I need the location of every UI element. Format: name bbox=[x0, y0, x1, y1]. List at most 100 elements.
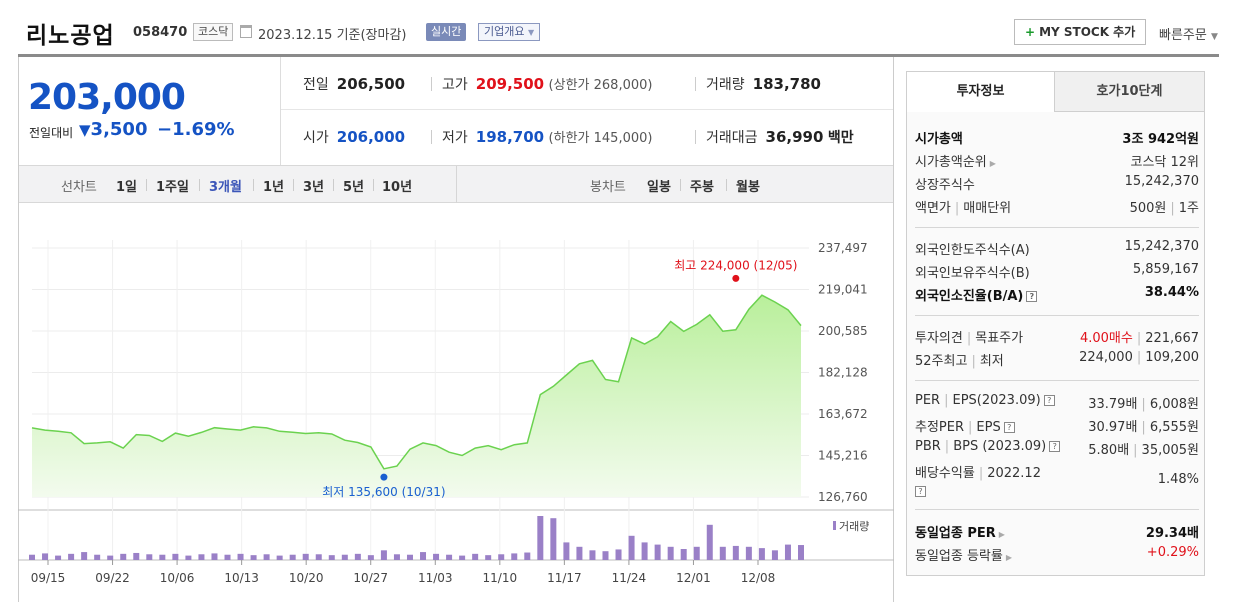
row-industry-change[interactable]: 동일업종 등락률 ▶ +0.29% bbox=[915, 543, 1199, 565]
volume-bar bbox=[133, 552, 140, 560]
line-chart-label: 선차트 bbox=[61, 180, 97, 195]
row-cap-rank[interactable]: 시가총액순위 ▶ 코스닥 12위 bbox=[915, 149, 1199, 171]
industry-per-value: 29.34배 bbox=[1145, 526, 1199, 541]
w52-low-value: 109,200 bbox=[1145, 350, 1199, 365]
tab-order-book[interactable]: 호가10단계 bbox=[1055, 72, 1204, 112]
volume-bar bbox=[406, 554, 413, 560]
candle-daily-tab[interactable]: 일봉 bbox=[647, 180, 671, 195]
candle-monthly-tab[interactable]: 월봉 bbox=[736, 180, 760, 195]
volume-bar bbox=[276, 555, 283, 560]
volume-bar bbox=[224, 554, 231, 560]
volume-bar bbox=[511, 553, 518, 560]
caret-right-icon: ▶ bbox=[989, 159, 996, 168]
cap-rank-value: 코스닥 12위 bbox=[1130, 155, 1199, 170]
industry-per-key: 동일업종 PER ▶ bbox=[915, 522, 1005, 541]
volume-bar bbox=[798, 545, 804, 560]
par-value: 500원 bbox=[1129, 201, 1167, 216]
stat-separator bbox=[431, 77, 432, 91]
period-separator bbox=[373, 179, 374, 191]
industry-change-value-cell: +0.29% bbox=[1147, 545, 1199, 560]
w52-value-cell: 224,000 | 109,200 bbox=[1079, 350, 1199, 365]
period-3y-tab[interactable]: 3년 bbox=[303, 180, 325, 195]
period-separator bbox=[146, 179, 147, 191]
volume-bar bbox=[459, 555, 466, 560]
stat-amount-value: 36,990 bbox=[765, 128, 824, 146]
row-est-per: 추정PER | EPS? 30.97배 | 6,555원 bbox=[915, 414, 1199, 436]
help-icon[interactable]: ? bbox=[1043, 395, 1055, 406]
volume-bar bbox=[55, 555, 62, 560]
tab-investment-info[interactable]: 투자정보 bbox=[907, 72, 1055, 112]
foreign-hold-value: 5,859,167 bbox=[1132, 262, 1199, 277]
help-icon[interactable]: ? bbox=[1003, 422, 1015, 433]
period-1y-tab[interactable]: 1년 bbox=[263, 180, 285, 195]
volume-bar bbox=[354, 553, 361, 560]
help-icon[interactable]: ? bbox=[1049, 441, 1061, 452]
realtime-button[interactable]: 실시간 bbox=[426, 23, 467, 41]
down-triangle-icon: ▼ bbox=[79, 121, 91, 139]
price-area-fill bbox=[32, 295, 801, 497]
est-per-value: 30.97배 bbox=[1088, 420, 1138, 435]
est-per-label: 추정PER bbox=[915, 420, 965, 435]
add-mystock-button[interactable]: + MY STOCK 추가 bbox=[1014, 19, 1147, 45]
y-tick-label: 126,760 bbox=[818, 490, 868, 504]
industry-change-value: +0.29% bbox=[1146, 545, 1199, 560]
period-10y-tab[interactable]: 10년 bbox=[382, 180, 413, 195]
dividend-label: 배당수익률 bbox=[915, 466, 975, 481]
volume-bar bbox=[784, 544, 791, 560]
dividend-period: 2022.12 bbox=[987, 466, 1041, 481]
high-annotation: 최고 224,000 (12/05) bbox=[674, 258, 797, 272]
company-info-dropdown[interactable]: 기업개요 ▼ bbox=[478, 23, 541, 41]
separator: | bbox=[954, 201, 960, 216]
volume-bar bbox=[81, 552, 88, 560]
volume-bar bbox=[537, 516, 544, 560]
x-tick-label: 09/22 bbox=[95, 571, 130, 585]
volume-bar bbox=[641, 542, 648, 560]
caret-right-icon: ▶ bbox=[1005, 553, 1013, 562]
period-1d-tab[interactable]: 1일 bbox=[116, 180, 138, 195]
volume-bar bbox=[341, 554, 348, 560]
help-icon[interactable]: ? bbox=[915, 486, 926, 497]
help-icon[interactable]: ? bbox=[1026, 291, 1038, 302]
volume-bar bbox=[485, 555, 492, 560]
pbr-label: PBR bbox=[915, 439, 941, 454]
trade-unit-value: 1주 bbox=[1178, 201, 1199, 216]
separator: | bbox=[944, 393, 949, 408]
price-line bbox=[31, 294, 802, 470]
stat-amount: 거래대금 36,990 백만 bbox=[706, 127, 854, 147]
volume-bar bbox=[446, 554, 453, 560]
period-1w-tab[interactable]: 1주일 bbox=[156, 180, 189, 195]
volume-bar bbox=[68, 553, 75, 560]
volume-bar bbox=[680, 549, 687, 560]
foreign-ratio-key: 외국인소진율(B/A)? bbox=[915, 285, 1038, 304]
row-industry-per[interactable]: 동일업종 PER ▶ 29.34배 bbox=[915, 520, 1199, 542]
chevron-down-icon: ▼ bbox=[1210, 32, 1218, 42]
period-separator bbox=[726, 179, 727, 191]
row-foreign-ratio: 외국인소진율(B/A)? 38.44% bbox=[915, 283, 1199, 305]
dividend-key: 배당수익률 | 2022.12? bbox=[915, 462, 1041, 497]
pbr-value: 5.80배 bbox=[1088, 443, 1130, 458]
candle-weekly-tab[interactable]: 주봉 bbox=[690, 180, 714, 195]
volume-bar bbox=[211, 553, 218, 560]
stat-low: 저가 198,700 (하한가 145,000) bbox=[442, 127, 652, 147]
separator: | bbox=[1136, 331, 1142, 346]
separator: | bbox=[971, 354, 976, 369]
row-par: 액면가 | 매매단위 500원 | 1주 bbox=[915, 195, 1199, 217]
y-tick-label: 200,585 bbox=[818, 324, 868, 338]
group-divider bbox=[915, 315, 1199, 316]
per-key: PER | EPS(2023.09)? bbox=[915, 393, 1055, 408]
period-separator bbox=[199, 179, 200, 191]
est-per-key: 추정PER | EPS? bbox=[915, 416, 1015, 435]
stat-open-label: 시가 bbox=[303, 130, 329, 146]
period-5y-tab[interactable]: 5년 bbox=[343, 180, 365, 195]
separator: | bbox=[944, 439, 950, 454]
row-foreign-hold: 외국인보유주식수(B) 5,859,167 bbox=[915, 260, 1199, 282]
bps-label: BPS (2023.09) bbox=[953, 439, 1047, 454]
volume-legend-swatch bbox=[833, 521, 836, 530]
period-3m-tab[interactable]: 3개월 bbox=[209, 180, 242, 195]
separator: | bbox=[1136, 350, 1142, 365]
price-stats: 전일 206,500 고가 209,500 (상한가 268,000) 거래량 183… bbox=[281, 57, 893, 165]
opinion-label: 투자의견 bbox=[915, 331, 963, 346]
quick-order-dropdown[interactable]: 빠른주문 ▼ bbox=[1159, 24, 1218, 43]
x-tick-label: 11/24 bbox=[612, 571, 647, 585]
per-label: PER bbox=[915, 393, 941, 408]
